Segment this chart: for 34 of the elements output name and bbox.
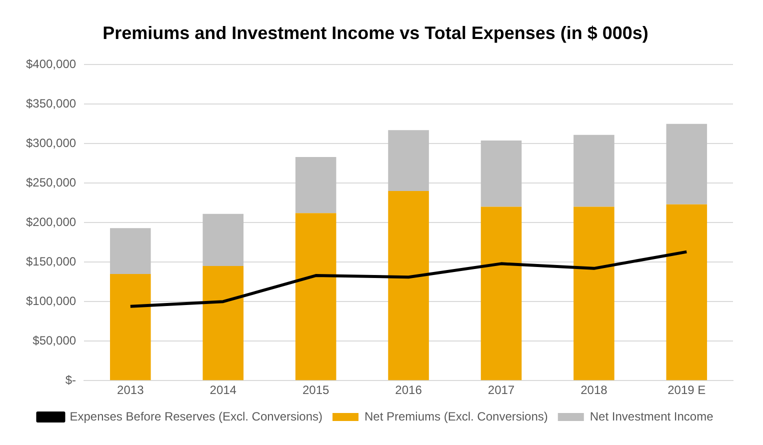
y-tick-label: $50,000 <box>32 333 76 348</box>
bar <box>480 206 522 380</box>
bar <box>388 191 429 380</box>
y-tick-label: $400,000 <box>26 56 76 71</box>
bar <box>388 130 429 191</box>
x-tick-label: 2017 <box>488 383 515 398</box>
x-tick-label: 2014 <box>210 383 237 398</box>
bar <box>574 134 614 207</box>
bar <box>666 124 708 204</box>
y-tick-label: $- <box>65 372 76 387</box>
legend-label: Net Investment Income <box>590 409 714 424</box>
y-tick-label: $100,000 <box>26 294 76 308</box>
legend-label: Expenses Before Reserves (Excl. Conversions) <box>70 409 323 424</box>
bar <box>666 204 708 380</box>
bar <box>480 140 522 207</box>
legend-label: Net Premiums (Excl. Conversions) <box>364 409 548 424</box>
y-tick-label: $150,000 <box>26 254 76 268</box>
bar <box>202 266 244 380</box>
y-tick-label: $200,000 <box>26 214 76 229</box>
bar <box>295 213 336 380</box>
x-tick-label: 2019 E <box>668 383 706 398</box>
x-tick-label: 2018 <box>580 383 608 398</box>
bar <box>202 214 244 266</box>
bar <box>110 228 151 274</box>
y-tick-label: $250,000 <box>26 175 76 190</box>
x-tick-label: 2013 <box>117 383 144 398</box>
y-tick-label: $350,000 <box>26 96 76 110</box>
chart-title: Premiums and Investment Income vs Total Expenses (in $ 000s) <box>102 22 648 43</box>
x-tick-label: 2016 <box>395 383 422 398</box>
y-tick-label: $300,000 <box>26 136 76 150</box>
bar <box>574 206 614 380</box>
bar <box>295 157 336 214</box>
x-tick-label: 2015 <box>302 383 330 398</box>
bar <box>110 274 151 380</box>
